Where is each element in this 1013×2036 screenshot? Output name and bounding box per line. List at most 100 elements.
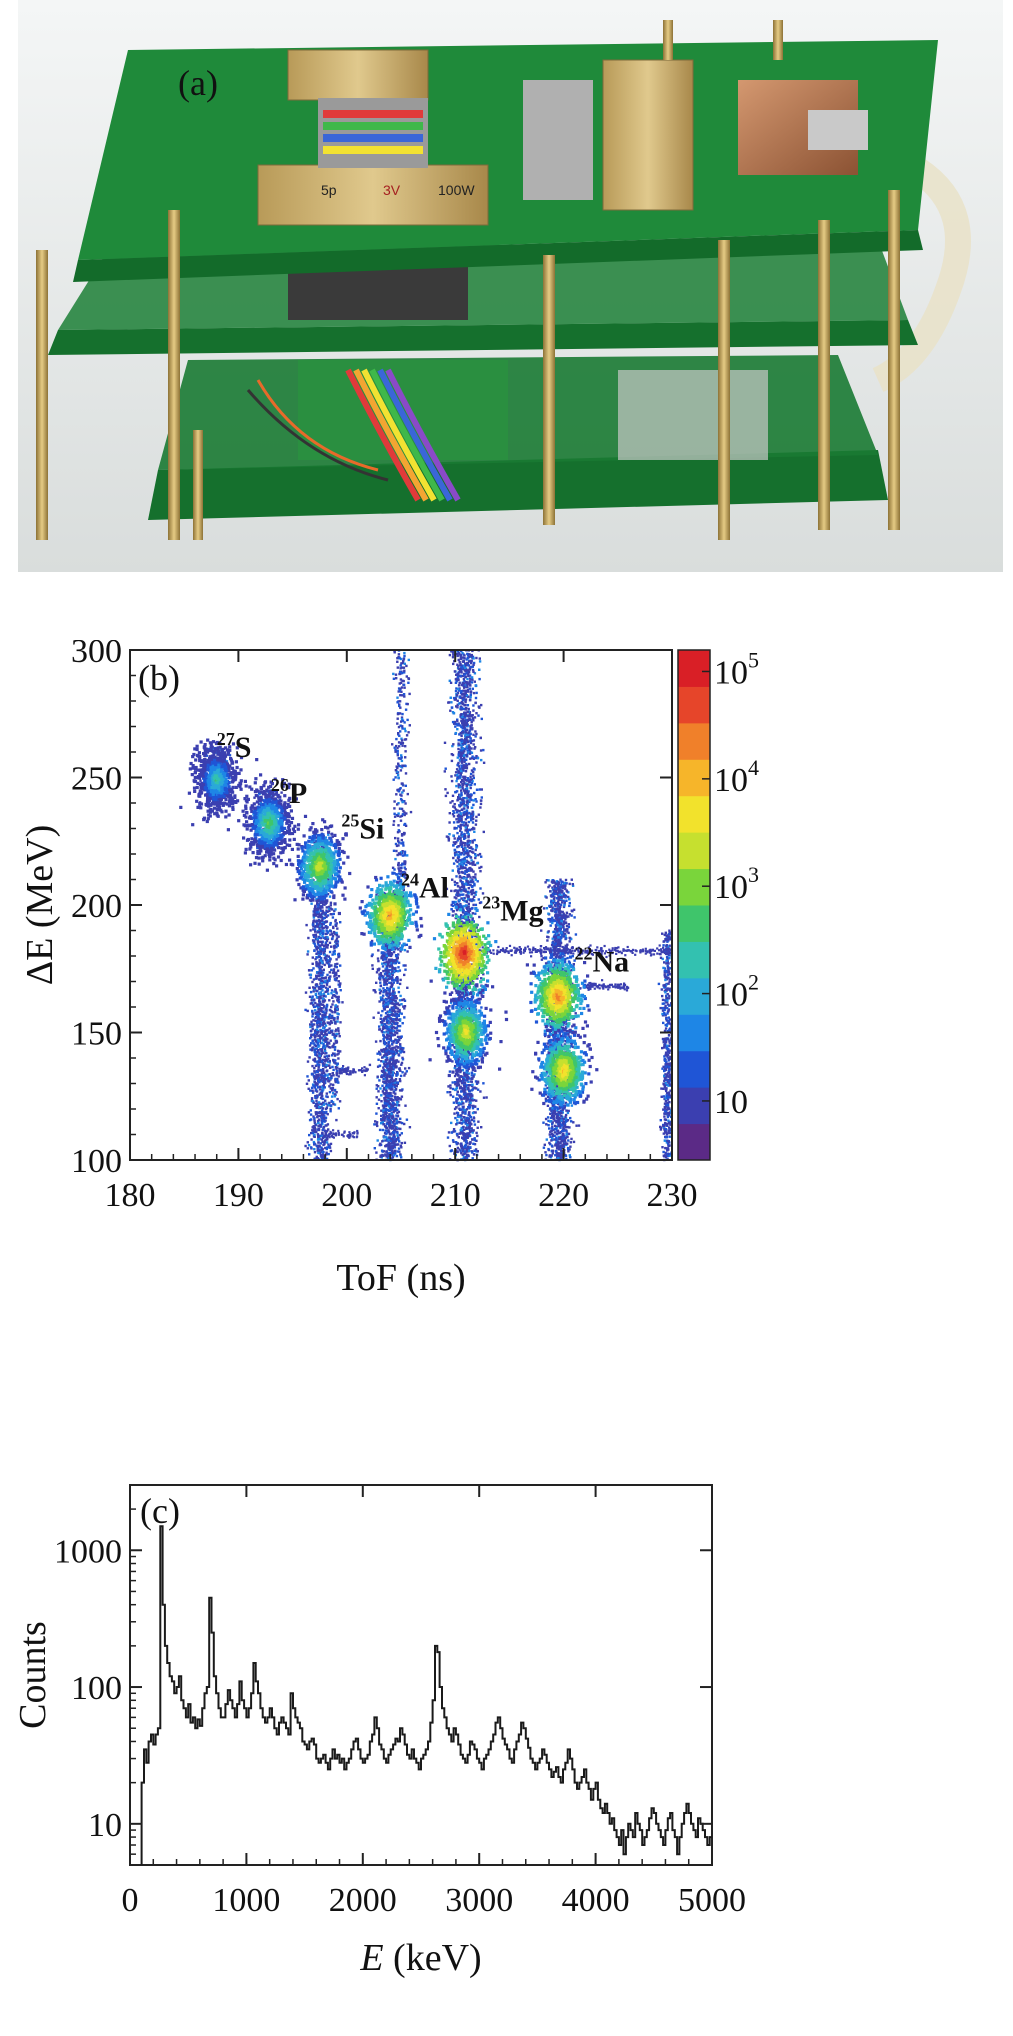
heatmap-cell	[464, 698, 468, 701]
heatmap-cell	[467, 707, 470, 711]
heatmap-cell	[387, 1021, 390, 1024]
heatmap-cell	[380, 1100, 383, 1103]
heatmap-cell	[469, 797, 472, 800]
heatmap-cell	[386, 953, 390, 956]
heatmap-cell	[396, 1007, 400, 1010]
heatmap-cell	[398, 1038, 401, 1042]
heatmap-cell	[447, 836, 450, 839]
heatmap-cell	[315, 897, 318, 901]
heatmap-cell	[468, 748, 471, 752]
heatmap-cell	[389, 1108, 392, 1112]
heatmap-cell	[310, 1033, 313, 1036]
heatmap-cell	[452, 743, 455, 746]
heatmap-cell	[393, 1152, 397, 1155]
heatmap-cell	[395, 997, 398, 1000]
heatmap-points	[179, 649, 673, 1162]
heatmap-cell	[324, 1065, 327, 1069]
heatmap-cell	[318, 1057, 322, 1060]
heatmap-cell	[226, 753, 229, 756]
heatmap-cell	[316, 939, 319, 942]
heatmap-cell	[460, 706, 463, 710]
heatmap-cell	[388, 981, 391, 984]
heatmap-cell	[395, 1017, 399, 1020]
heatmap-cell	[318, 953, 321, 956]
heatmap-cell	[394, 1143, 397, 1146]
heatmap-cell	[461, 656, 464, 659]
heatmap-cell	[378, 1052, 381, 1055]
heatmap-cell	[388, 1061, 391, 1064]
heatmap-cell	[329, 913, 332, 916]
heatmap-cell	[472, 776, 475, 780]
heatmap-cell	[309, 1025, 312, 1029]
heatmap-cell	[460, 779, 464, 782]
heatmap-cell	[320, 979, 324, 983]
heatmap-cell	[309, 973, 313, 976]
heatmap-cell	[382, 1034, 385, 1037]
heatmap-cell	[475, 761, 478, 764]
heatmap-cell	[391, 1062, 394, 1066]
heatmap-cell	[399, 1127, 402, 1131]
heatmap-cell	[382, 1080, 385, 1083]
heatmap-cell	[396, 1010, 399, 1013]
heatmap-cell	[307, 969, 311, 972]
heatmap-cell	[317, 1074, 320, 1078]
heatmap-cell	[312, 916, 316, 919]
heatmap-cell	[453, 842, 457, 845]
heatmap-cell	[398, 1029, 401, 1032]
heatmap-cell	[387, 1092, 390, 1096]
heatmap-cell	[310, 1023, 314, 1026]
heatmap-cell	[388, 1113, 391, 1116]
heatmap-cell	[386, 1044, 389, 1048]
heatmap-cell	[398, 1150, 401, 1153]
heatmap-cell	[383, 1006, 386, 1009]
heatmap-cell	[457, 671, 461, 674]
heatmap-cell	[321, 997, 325, 1000]
heatmap-cell	[252, 813, 255, 816]
heatmap-cell	[321, 961, 324, 964]
heatmap-cell	[450, 998, 453, 1001]
heatmap-cell	[320, 1030, 323, 1033]
heatmap-cell	[468, 1114, 472, 1117]
heatmap-cell	[313, 1023, 316, 1026]
heatmap-cell	[390, 1039, 393, 1043]
heatmap-cell	[313, 1121, 317, 1125]
heatmap-cell	[386, 945, 389, 948]
heatmap-cell	[381, 1140, 384, 1143]
heatmap-cell	[319, 947, 322, 950]
heatmap-cell	[325, 1147, 328, 1151]
heatmap-cell	[319, 1154, 323, 1157]
heatmap-cell	[322, 999, 325, 1002]
heatmap-cell	[388, 1102, 392, 1105]
heatmap-cell	[316, 1102, 319, 1105]
heatmap-cell	[389, 1088, 393, 1091]
heatmap-cell	[383, 983, 386, 986]
heatmap-cell	[329, 901, 333, 904]
detector-photo: 5p 100W 3V (a)	[18, 0, 1003, 572]
heatmap-cell	[322, 929, 325, 933]
heatmap-cell	[453, 1066, 456, 1070]
heatmap-cell	[390, 1124, 394, 1127]
heatmap-cell	[385, 998, 388, 1001]
heatmap-cell	[335, 1118, 338, 1122]
heatmap-cell	[319, 1096, 323, 1099]
heatmap-cell	[315, 1090, 319, 1093]
heatmap-cell	[474, 878, 477, 881]
heatmap-cell	[399, 1035, 402, 1039]
bottom-board	[148, 450, 888, 520]
heatmap-cell	[467, 1080, 470, 1083]
heatmap-cell	[476, 977, 479, 980]
heatmap-cell	[313, 1151, 317, 1154]
heatmap-cell	[388, 1094, 391, 1098]
heatmap-cell	[480, 977, 483, 980]
heatmap-cell	[397, 1120, 401, 1124]
heatmap-cell	[468, 828, 471, 831]
heatmap-cell	[391, 1085, 394, 1088]
heatmap-cell	[387, 1071, 390, 1074]
heatmap-cell	[327, 1152, 330, 1156]
heatmap-cell	[270, 796, 274, 799]
heatmap-cell	[324, 1037, 328, 1040]
heatmap-cell	[387, 988, 390, 992]
heatmap-cell	[468, 909, 472, 912]
heatmap-cell	[452, 841, 456, 844]
heatmap-cell	[468, 711, 472, 714]
